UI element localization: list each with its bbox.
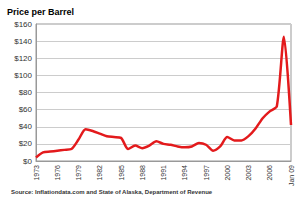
svg-text:$0: $0	[23, 157, 32, 166]
svg-text:1997: 1997	[203, 165, 210, 181]
svg-text:$120: $120	[14, 54, 32, 63]
svg-text:2006: 2006	[266, 165, 273, 181]
svg-text:2000: 2000	[224, 165, 231, 181]
svg-text:1976: 1976	[54, 165, 61, 181]
svg-text:$140: $140	[14, 37, 32, 46]
svg-text:$160: $160	[14, 20, 32, 29]
svg-text:Source: Inflationdata.com and: Source: Inflationdata.com and State of A…	[11, 189, 213, 195]
svg-text:Price per Barrel: Price per Barrel	[7, 7, 74, 17]
svg-text:1973: 1973	[33, 165, 40, 181]
svg-text:1982: 1982	[96, 165, 103, 181]
svg-text:Jan 09: Jan 09	[288, 165, 295, 186]
svg-text:2003: 2003	[245, 165, 252, 181]
svg-text:$100: $100	[14, 71, 32, 80]
svg-text:$40: $40	[19, 122, 33, 131]
svg-text:1979: 1979	[75, 165, 82, 181]
svg-text:$80: $80	[19, 88, 33, 97]
svg-text:$20: $20	[19, 139, 33, 148]
svg-text:1991: 1991	[160, 165, 167, 181]
svg-text:1988: 1988	[139, 165, 146, 181]
svg-text:1994: 1994	[181, 165, 188, 181]
svg-text:1985: 1985	[118, 165, 125, 181]
svg-text:$60: $60	[19, 105, 33, 114]
